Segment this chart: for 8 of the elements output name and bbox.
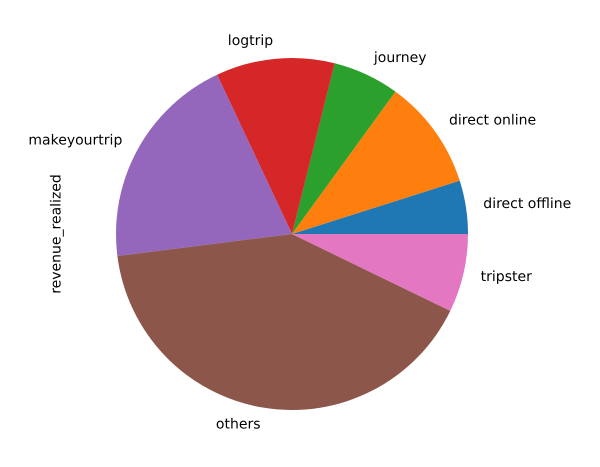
slice-label: tripster	[480, 269, 532, 286]
slice-label: makeyourtrip	[28, 132, 122, 148]
slice-label: direct online	[448, 112, 536, 128]
text: revenue_realized	[48, 174, 65, 294]
slice-label: journey	[372, 50, 426, 66]
slice-label: logtrip	[228, 32, 274, 49]
slice-label: others	[216, 416, 261, 433]
slice-label: direct offline	[483, 196, 572, 212]
